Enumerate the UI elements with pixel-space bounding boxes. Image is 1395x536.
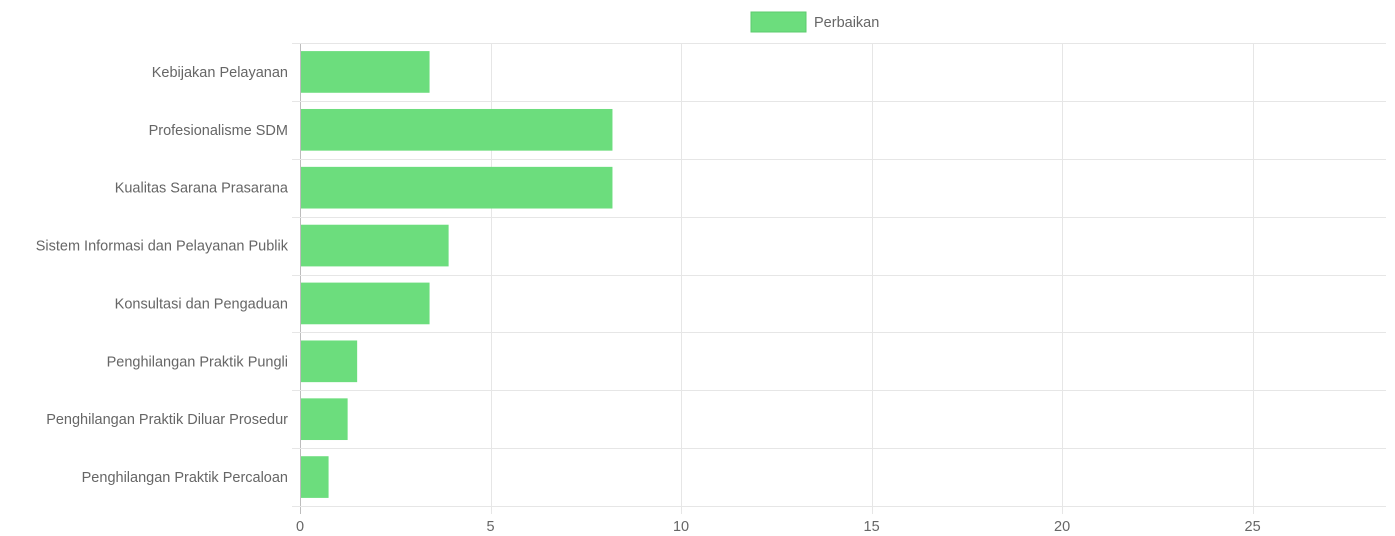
y-tick-label: Profesionalisme SDM [149, 123, 288, 139]
bar[interactable] [301, 51, 430, 93]
x-tick-label: 20 [1054, 519, 1070, 531]
bar[interactable] [301, 108, 613, 151]
legend-label[interactable]: Perbaikan [814, 15, 879, 31]
bar[interactable] [301, 224, 449, 267]
y-tick-label: Kebijakan Pelayanan [152, 65, 288, 81]
bar[interactable] [301, 398, 348, 441]
bar[interactable] [301, 166, 613, 209]
grid-layer [292, 43, 1386, 514]
y-tick-label: Konsultasi dan Pengaduan [115, 296, 288, 312]
x-tick-label: 0 [296, 519, 304, 531]
legend-swatch[interactable] [750, 11, 807, 33]
y-tick-label: Sistem Informasi dan Pelayanan Publik [36, 239, 289, 255]
bar-layer [301, 51, 613, 498]
x-tick-label: 15 [864, 519, 880, 531]
bar[interactable] [301, 456, 329, 498]
x-tick-label: 25 [1245, 519, 1261, 531]
x-tick-label: 5 [486, 519, 494, 531]
y-tick-label: Penghilangan Praktik Diluar Prosedur [46, 412, 288, 428]
axis-layer: Kebijakan Pelayanan Profesionalisme SDM Ku… [36, 65, 1261, 535]
bar[interactable] [301, 282, 430, 325]
bar[interactable] [301, 340, 358, 383]
y-tick-label: Penghilangan Praktik Pungli [107, 354, 288, 370]
x-tick-label: 10 [673, 519, 689, 531]
y-tick-label: Kualitas Sarana Prasarana [115, 181, 289, 197]
y-tick-label: Penghilangan Praktik Percaloan [82, 470, 288, 486]
legend[interactable]: Perbaikan [750, 11, 879, 33]
